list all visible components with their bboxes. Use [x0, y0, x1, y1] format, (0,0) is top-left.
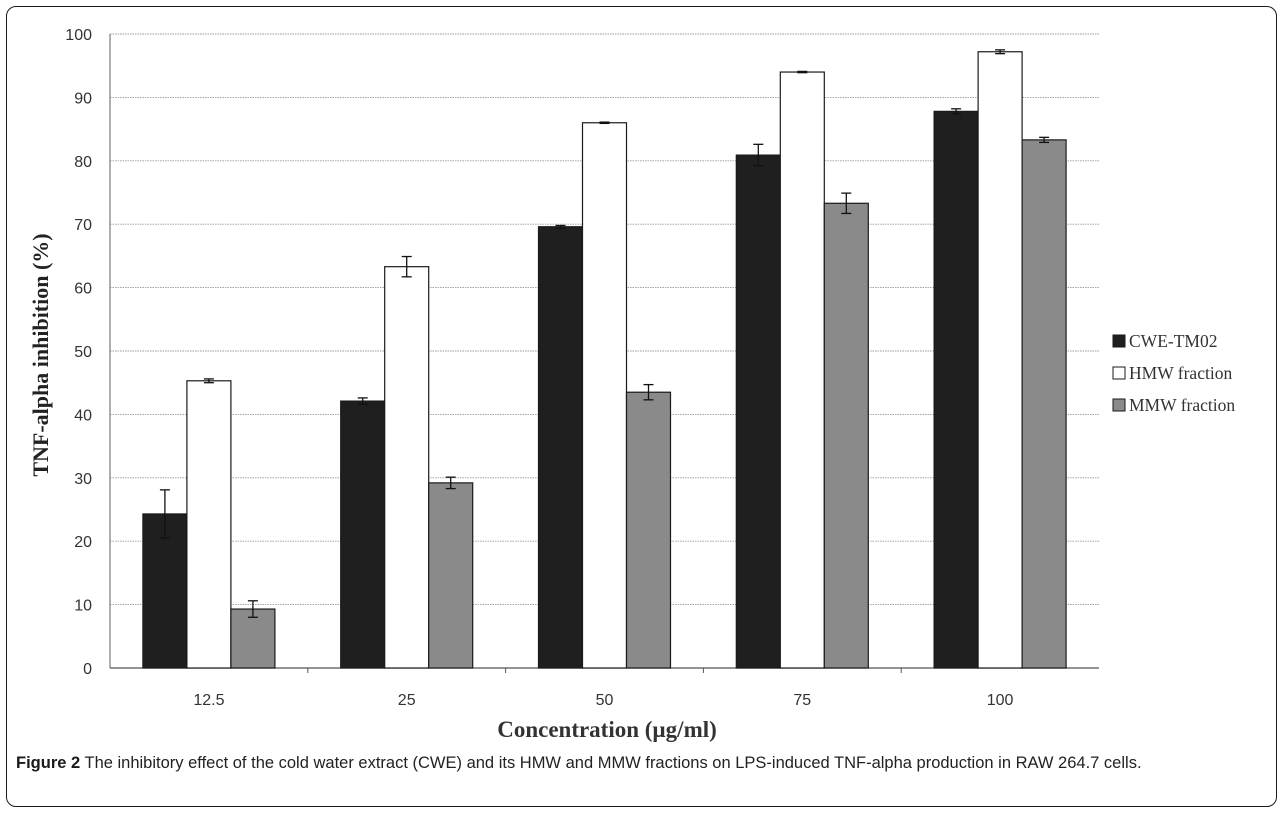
legend-swatch — [1112, 398, 1126, 412]
y-tick-label: 60 — [74, 281, 92, 298]
caption-label: Figure 2 — [16, 754, 81, 772]
bar — [933, 110, 979, 669]
bar — [779, 71, 825, 669]
legend-swatch — [1112, 366, 1126, 380]
y-tick-label: 90 — [74, 90, 92, 107]
y-tick-label: 10 — [74, 598, 92, 615]
legend-label: CWE-TM02 — [1129, 331, 1217, 351]
caption-text: The inhibitory effect of the cold water … — [84, 754, 1142, 772]
bar — [735, 154, 781, 669]
bar — [581, 122, 628, 669]
bar — [537, 226, 584, 669]
bar — [977, 51, 1023, 669]
bar — [823, 202, 869, 669]
y-tick-label: 40 — [74, 407, 92, 424]
x-tick-label: 75 — [793, 692, 811, 709]
y-tick-label: 80 — [74, 154, 92, 171]
y-tick-label: 70 — [74, 217, 92, 234]
legend-swatch — [1112, 334, 1126, 348]
y-tick-label: 30 — [74, 471, 92, 488]
x-axis-title: Concentration (µg/ml) — [497, 717, 717, 742]
x-tick-label: 25 — [398, 692, 416, 709]
bar — [384, 266, 430, 669]
bar — [1021, 139, 1067, 669]
figure-caption: Figure 2 The inhibitory effect of the co… — [16, 752, 1266, 774]
x-tick-label: 100 — [987, 692, 1014, 709]
bar — [186, 380, 232, 669]
y-tick-label: 0 — [83, 661, 92, 678]
legend-label: MMW fraction — [1129, 395, 1235, 415]
y-tick-label: 100 — [65, 27, 92, 44]
y-axis-title: TNF-alpha inhibition (%) — [28, 233, 53, 476]
bar — [625, 391, 672, 669]
y-tick-label: 20 — [74, 534, 92, 551]
x-tick-label: 12.5 — [193, 692, 224, 709]
x-tick-label: 50 — [596, 692, 614, 709]
y-tick-label: 50 — [74, 344, 92, 361]
bar — [340, 400, 386, 669]
bar — [428, 482, 474, 669]
bar — [142, 513, 188, 669]
legend-label: HMW fraction — [1129, 363, 1232, 383]
